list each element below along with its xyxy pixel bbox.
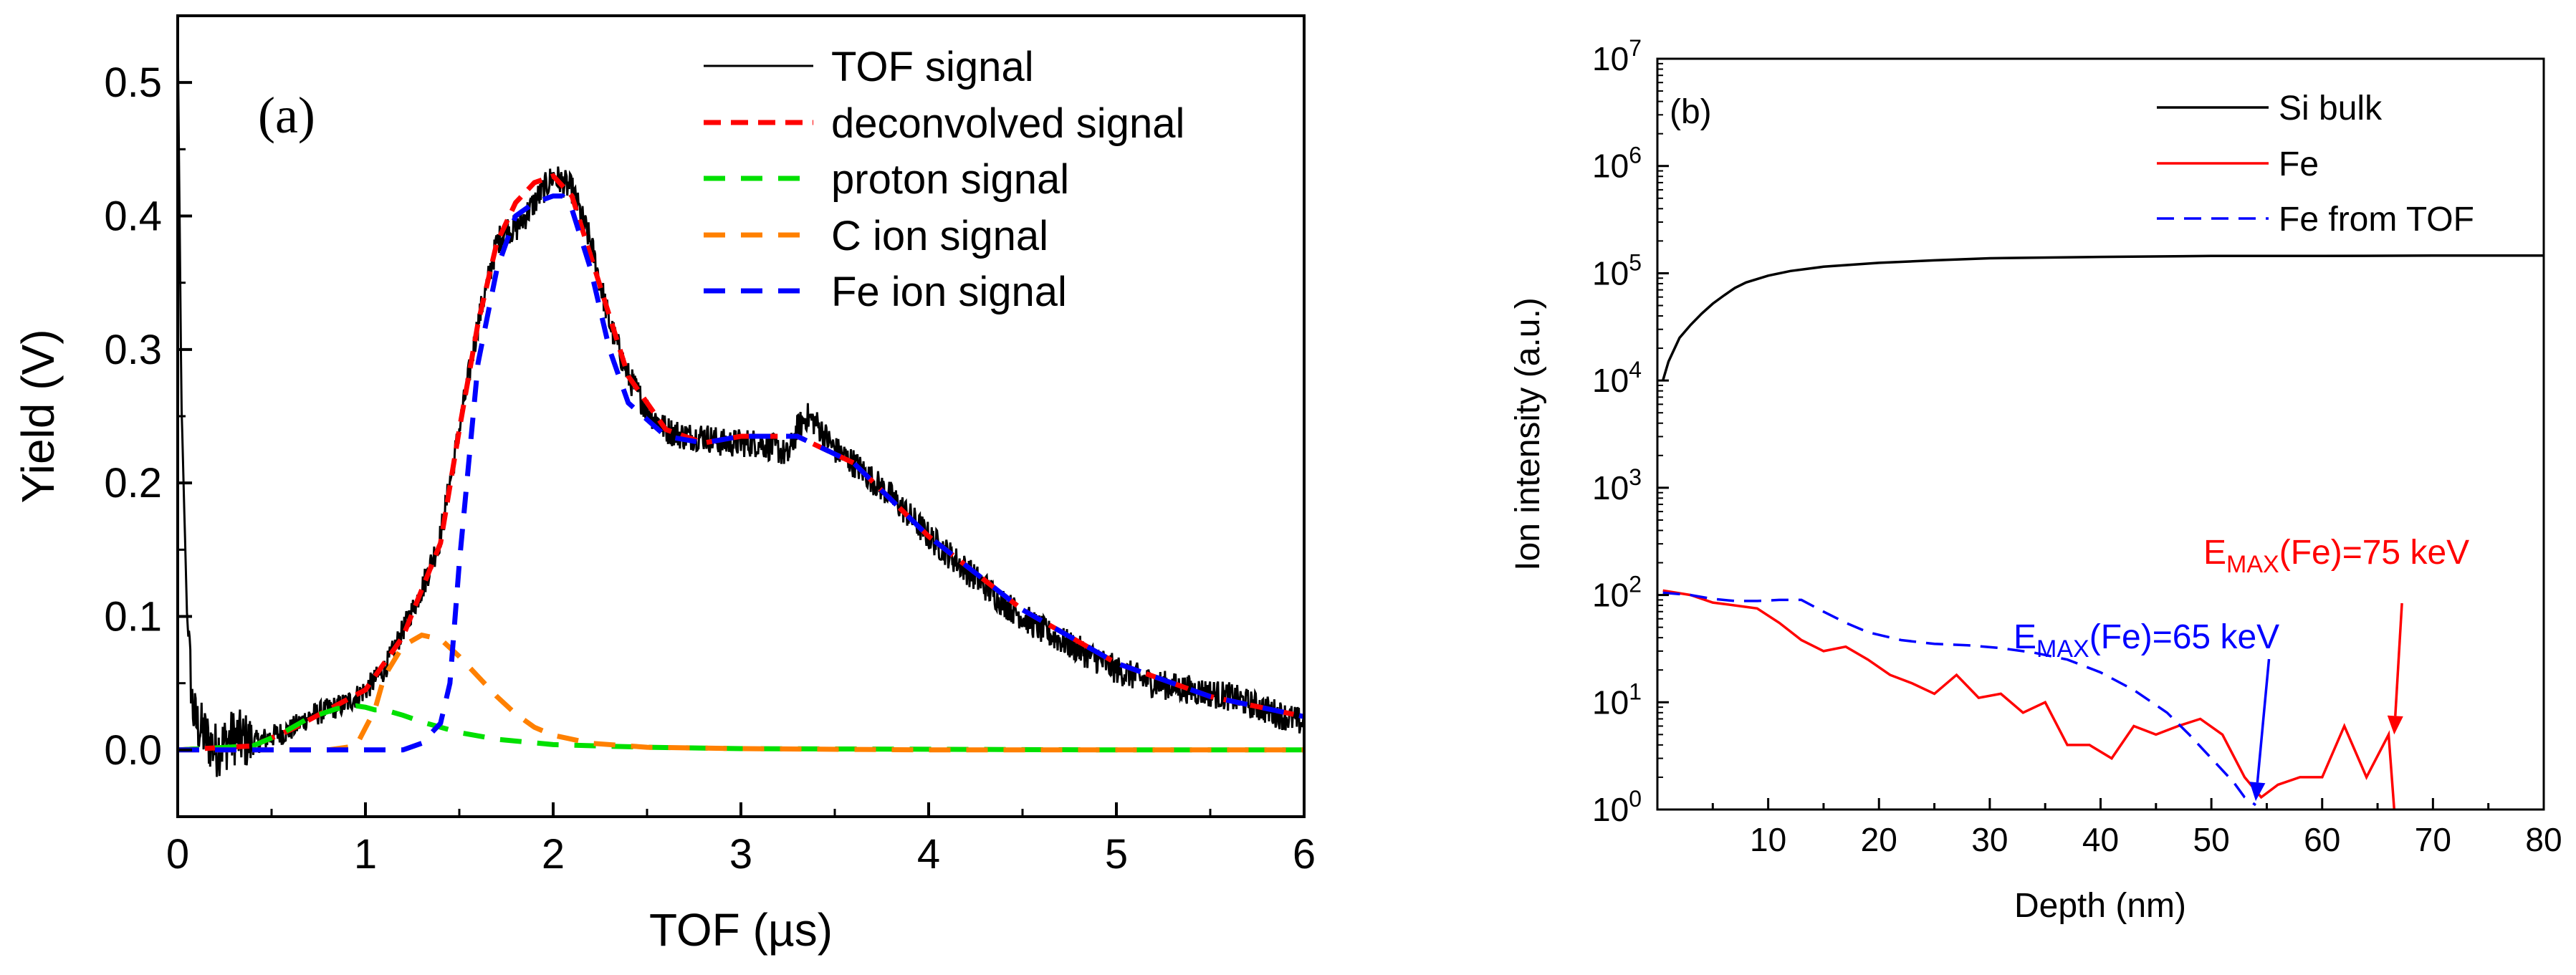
- y-ticks-b: 100 101 102 103 104 105 106 107: [1592, 35, 1669, 828]
- annotation-emax-75-arrowhead: [2387, 715, 2403, 735]
- y-tick-label-b: 101: [1592, 678, 1642, 721]
- y-axis-label-b: Ion intensity (a.u.): [1509, 297, 1547, 571]
- legend-label-c-ion-signal: C ion signal: [831, 213, 1048, 259]
- y-tick-label-b: 106: [1592, 143, 1642, 185]
- x-tick-label-b: 50: [2193, 821, 2230, 858]
- y-tick-label-a: 0.2: [104, 460, 162, 506]
- annotation-emax-65-text: EMAX(Fe)=65 keV: [2014, 618, 2279, 663]
- plot-area-a: [178, 29, 1304, 777]
- plot-area-b: [1662, 254, 2544, 810]
- legend-label-proton-signal: proton signal: [831, 156, 1069, 203]
- x-tick-label-b: 20: [1861, 821, 1897, 858]
- legend-label-fe: Fe: [2279, 145, 2319, 183]
- y-tick-label-a: 0.0: [104, 727, 162, 774]
- x-axis-label-a: TOF (µs): [649, 904, 833, 956]
- series-line-fe: [1662, 589, 2396, 810]
- legend-label-deconvolved-signal: deconvolved signal: [831, 100, 1184, 147]
- y-tick-label-b: 107: [1592, 35, 1642, 77]
- x-axis-label-b: Depth (nm): [2014, 887, 2186, 925]
- x-tick-label-a: 5: [1105, 831, 1128, 878]
- legend-label-tof-signal: TOF signal: [831, 44, 1034, 90]
- chart-a: 0 1 2 3 4 5 6 0.0 0.1 0.2 0.3 0.4 0.5 TOF (µs) Yiel…: [12, 14, 1316, 956]
- y-axis-label-a: Yield (V): [12, 329, 64, 503]
- annotation-emax-75: EMAX(Fe)=75 keV: [2203, 534, 2469, 735]
- x-tick-label-a: 6: [1293, 831, 1316, 878]
- x-tick-label-a: 3: [729, 831, 752, 878]
- y-tick-label-a: 0.3: [104, 327, 162, 373]
- series-line-c-ion-signal: [178, 632, 1304, 753]
- legend-label-fe-ion-signal: Fe ion signal: [831, 269, 1067, 315]
- annotation-emax-65-arrowhead: [2249, 782, 2266, 802]
- legend-label-fe-from-tof: Fe from TOF: [2279, 201, 2474, 239]
- panel-label-b: (b): [1670, 93, 1712, 131]
- x-tick-label-a: 1: [354, 831, 377, 878]
- annotation-emax-65-arrow: [2256, 658, 2271, 783]
- y-tick-label-a: 0.4: [104, 193, 162, 240]
- chart-b: 10 20 30 40 50 60 70 80 10010110210310410510610…: [1509, 35, 2562, 925]
- y-tick-label-a: 0.1: [104, 594, 162, 640]
- x-tick-label-a: 4: [917, 831, 940, 878]
- x-tick-label-a: 0: [166, 831, 189, 878]
- series-line-fe-from-tof: [1662, 591, 2257, 807]
- annotation-emax-75-arrow: [2394, 602, 2403, 716]
- y-tick-label-a: 0.5: [104, 59, 162, 106]
- series-line-fe-ion-signal: [178, 193, 1304, 753]
- panel-label-a: (a): [258, 87, 315, 144]
- x-tick-label-b: 70: [2415, 821, 2451, 858]
- y-tick-label-b: 103: [1592, 464, 1642, 506]
- y-tick-label-b: 104: [1592, 357, 1642, 399]
- y-ticks-a: 0.0 0.1 0.2 0.3 0.4 0.5: [104, 59, 192, 774]
- x-ticks-a: 0 1 2 3 4 5 6: [166, 802, 1316, 878]
- x-tick-label-b: 10: [1750, 821, 1786, 858]
- x-ticks-b: 10 20 30 40 50 60 70 80: [1711, 798, 2562, 858]
- x-tick-label-a: 2: [542, 831, 565, 878]
- y-tick-label-b: 102: [1592, 572, 1642, 614]
- axes-frame-b: [1656, 57, 2545, 811]
- annotation-emax-65: EMAX(Fe)=65 keV: [2014, 618, 2279, 802]
- legend-a: TOF signal deconvolved signal proton sig…: [704, 44, 1184, 315]
- series-line-proton-signal: [178, 703, 1304, 753]
- series-line-deconvolved-signal: [178, 173, 1304, 753]
- legend-label-si-bulk: Si bulk: [2279, 90, 2383, 128]
- x-tick-label-b: 30: [1971, 821, 2008, 858]
- x-tick-label-b: 80: [2525, 821, 2562, 858]
- series-line-si-bulk: [1662, 254, 2544, 381]
- legend-b: Si bulk Fe Fe from TOF: [2157, 90, 2474, 239]
- x-tick-label-b: 60: [2304, 821, 2340, 858]
- x-tick-label-b: 40: [2082, 821, 2119, 858]
- y-tick-label-b: 100: [1592, 786, 1642, 828]
- y-tick-label-b: 105: [1592, 249, 1642, 292]
- annotation-emax-75-text: EMAX(Fe)=75 keV: [2203, 534, 2469, 578]
